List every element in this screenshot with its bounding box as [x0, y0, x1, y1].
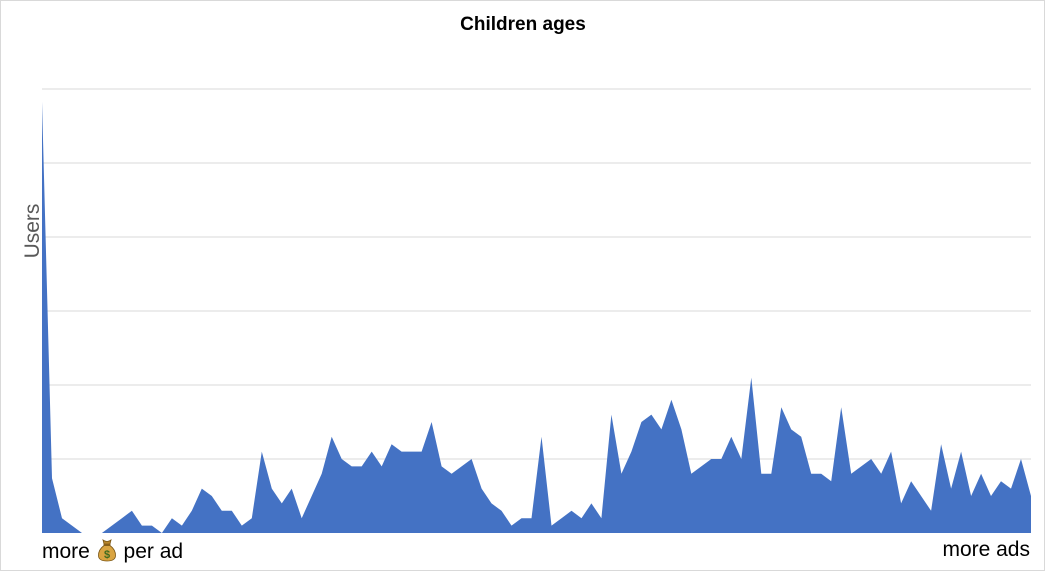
- y-axis-label: Users: [21, 203, 44, 259]
- x-axis-label-right: more ads: [942, 538, 1030, 561]
- gridlines: [42, 88, 1031, 460]
- svg-text:$: $: [104, 549, 110, 561]
- x-axis-label-left: more $ per ad: [42, 538, 183, 568]
- x-axis-label-left-start: more: [42, 540, 90, 563]
- x-axis-label-left-end: per ad: [123, 540, 184, 563]
- chart-title: Children ages: [460, 14, 586, 35]
- money-bag-icon: $: [96, 538, 118, 568]
- series-area: [42, 101, 1031, 533]
